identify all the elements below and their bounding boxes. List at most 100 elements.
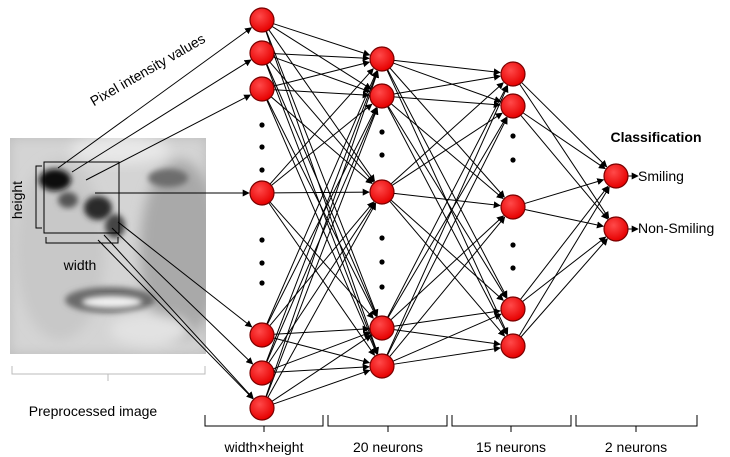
connection-line xyxy=(389,200,506,337)
connection-line xyxy=(270,96,373,184)
ellipsis-dot xyxy=(259,167,265,173)
input-arrow xyxy=(97,239,254,400)
connection-line xyxy=(273,53,370,62)
connection-line xyxy=(269,68,374,185)
connection-line xyxy=(518,186,610,336)
neuron xyxy=(249,360,275,386)
neuron xyxy=(603,216,629,242)
neuron xyxy=(500,61,526,87)
layer-label-input: width×height xyxy=(223,439,303,455)
layer-label-2: 2 neurons xyxy=(605,439,667,455)
ellipsis-dot xyxy=(510,133,516,139)
connection-line xyxy=(265,70,379,362)
ellipsis-dot xyxy=(259,280,265,286)
class-label-non-smiling: Non-Smiling xyxy=(638,220,714,236)
ellipsis-dot xyxy=(379,235,385,241)
connection-line xyxy=(520,114,609,220)
neuron xyxy=(500,296,526,322)
layer-bracket-input xyxy=(204,415,324,432)
connection-line xyxy=(393,62,502,103)
connection-line xyxy=(387,84,508,318)
connection-line xyxy=(519,185,609,300)
neuron xyxy=(603,163,629,189)
connection-line xyxy=(266,99,378,355)
ellipsis-dot xyxy=(510,242,516,248)
class-label-smiling: Smiling xyxy=(638,168,684,184)
preprocessed-face-image xyxy=(10,138,206,354)
height-label: height xyxy=(9,181,25,219)
layer-bracket-20 xyxy=(327,415,448,432)
ellipsis-dot xyxy=(510,157,516,163)
connection-line xyxy=(271,103,373,186)
ellipsis-dots xyxy=(259,122,516,290)
connection-line xyxy=(273,331,371,370)
pixel-intensity-label: Pixel intensity values xyxy=(87,30,208,109)
neuron xyxy=(369,315,395,341)
neuron xyxy=(369,83,395,109)
width-label: width xyxy=(63,257,97,273)
connection-line xyxy=(386,116,508,356)
connection-line xyxy=(273,369,371,405)
ellipsis-dot xyxy=(259,237,265,243)
connection-line xyxy=(273,325,370,335)
ellipsis-dot xyxy=(379,129,385,135)
connection-line xyxy=(393,59,501,76)
connection-line xyxy=(266,63,378,317)
ellipsis-dot xyxy=(510,265,516,271)
connection-line xyxy=(393,345,501,365)
connection-line xyxy=(387,69,508,299)
connection-line xyxy=(392,313,502,362)
width-bracket xyxy=(45,237,119,244)
neuron xyxy=(500,333,526,359)
connection-line xyxy=(267,202,377,398)
connection-line xyxy=(521,82,608,168)
connection-line xyxy=(524,209,604,229)
input-arrows xyxy=(57,27,639,400)
connection-line xyxy=(271,334,372,402)
connection-line xyxy=(519,83,610,219)
connection-line xyxy=(386,85,509,356)
neuron xyxy=(369,353,395,379)
connection-line xyxy=(273,363,370,373)
connection-line xyxy=(273,60,371,87)
input-arrow xyxy=(85,94,252,181)
connection-line xyxy=(390,215,504,321)
connection-line xyxy=(266,70,378,325)
ellipsis-dot xyxy=(379,152,385,158)
neuron xyxy=(249,76,275,102)
connection-line xyxy=(393,308,501,327)
connections xyxy=(265,23,610,405)
ellipsis-dot xyxy=(379,259,385,265)
classification-title: Classification xyxy=(610,129,701,145)
connection-line xyxy=(391,112,503,186)
connection-line xyxy=(265,70,380,397)
connection-line xyxy=(266,99,377,318)
connection-line xyxy=(265,30,379,317)
image-caption-bracket xyxy=(11,366,206,381)
connection-line xyxy=(393,192,501,209)
connection-line xyxy=(522,236,607,303)
neuron xyxy=(249,322,275,348)
neuron xyxy=(249,395,275,421)
connection-line xyxy=(269,201,374,319)
ellipsis-dot xyxy=(379,284,385,290)
connection-line xyxy=(387,116,507,318)
neuron xyxy=(500,194,526,220)
neuron xyxy=(369,46,395,72)
ellipsis-dot xyxy=(259,122,265,128)
connection-line xyxy=(524,178,605,205)
neuron xyxy=(249,180,275,206)
connection-line xyxy=(389,67,505,198)
connection-line xyxy=(393,96,501,109)
layer-bracket-2 xyxy=(575,415,698,432)
connection-line xyxy=(522,112,606,170)
input-arrow xyxy=(71,59,252,173)
layer-bracket-15 xyxy=(451,415,572,432)
connection-line xyxy=(393,73,501,95)
input-arrow xyxy=(111,227,254,365)
layer-label-15: 15 neurons xyxy=(476,439,546,455)
image-caption: Preprocessed image xyxy=(29,403,158,419)
connection-line xyxy=(390,199,504,301)
connection-line xyxy=(390,103,504,200)
